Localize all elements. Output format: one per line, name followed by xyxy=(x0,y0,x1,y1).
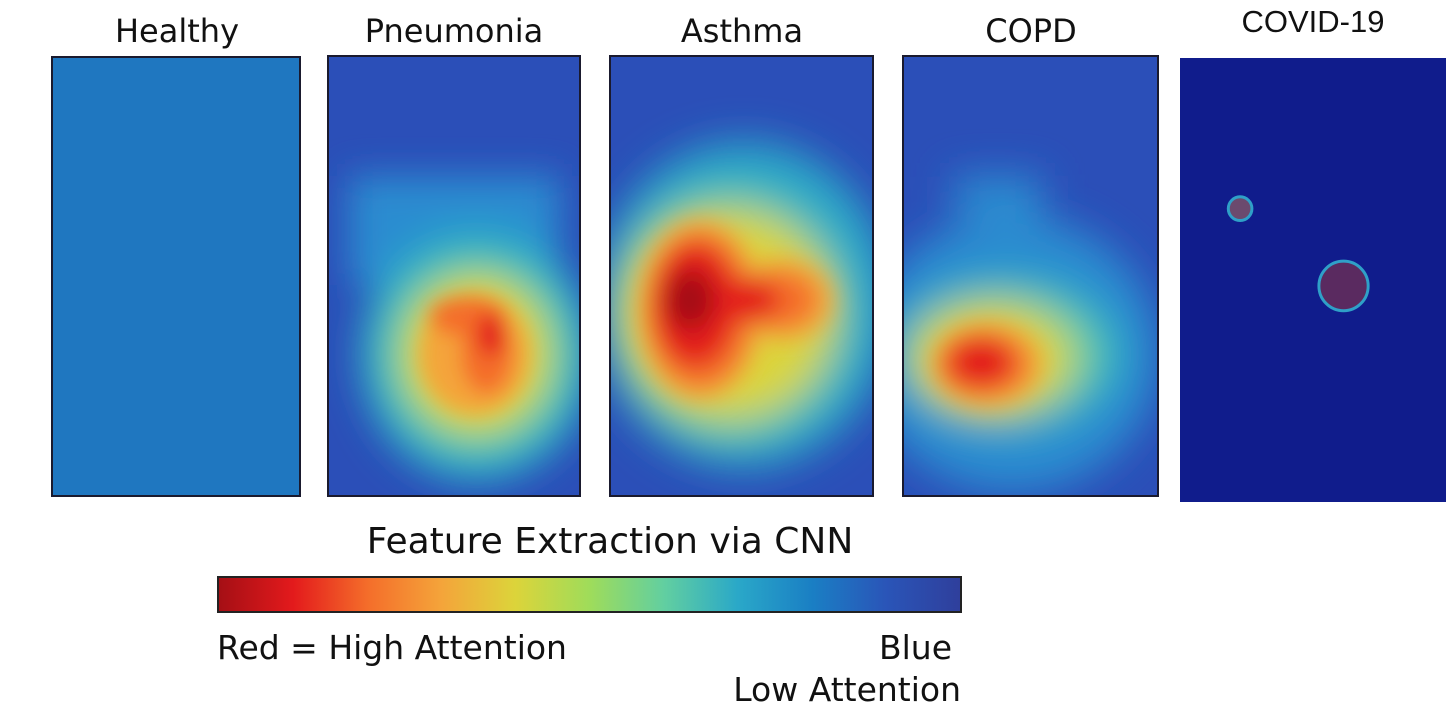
figure-caption: Feature Extraction via CNN xyxy=(366,521,854,562)
colorbar-low-label-line1: Blue xyxy=(878,628,952,667)
colorbar-high-label: Red = High Attention xyxy=(217,628,567,667)
panel-title-copd: COPD xyxy=(985,12,1077,50)
panel-title-pneumonia: Pneumonia xyxy=(364,12,544,50)
heatmap-covid xyxy=(1180,58,1446,502)
heatmap-pneumonia xyxy=(327,55,581,497)
colorbar-low-label-line2: Low Attention xyxy=(733,670,961,709)
panel-title-covid: COVID-19 xyxy=(1241,4,1385,39)
panel-title-asthma: Asthma xyxy=(680,12,804,50)
heatmap-copd xyxy=(902,55,1159,497)
attention-colorbar xyxy=(217,576,962,613)
panel-title-healthy: Healthy xyxy=(114,12,239,50)
heatmap-healthy xyxy=(51,56,301,497)
heatmap-asthma xyxy=(609,55,874,497)
